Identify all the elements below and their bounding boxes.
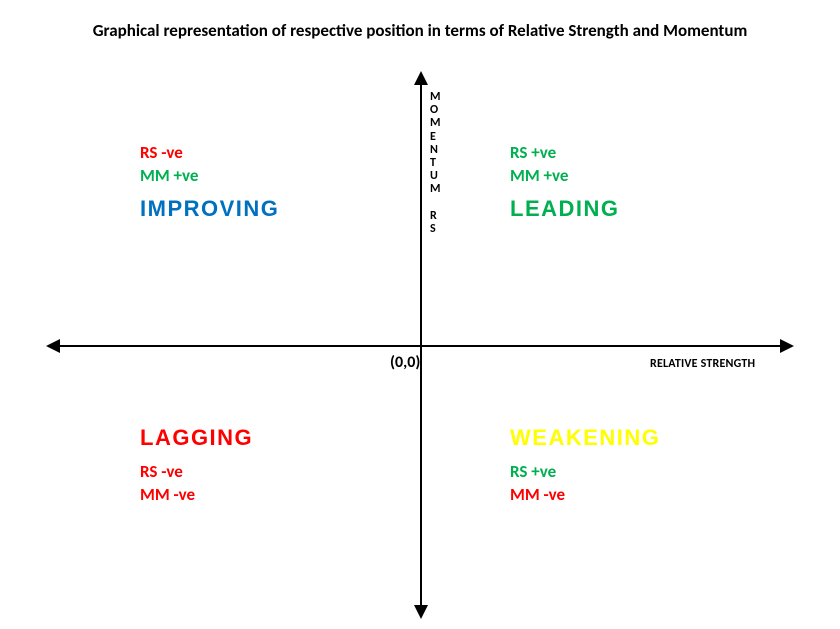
rs-value: RS +ve <box>510 142 740 163</box>
quadrant-top-left: RS -ve MM +ve IMPROVING <box>140 140 370 222</box>
rs-value: RS -ve <box>140 461 370 482</box>
quadrant-top-right: RS +ve MM +ve LEADING <box>510 140 740 222</box>
y-axis-label: MOMENTUM RS <box>430 91 442 236</box>
mm-value: MM +ve <box>510 165 740 186</box>
arrow-left-icon <box>46 339 60 353</box>
quadrant-name: LEADING <box>510 196 740 222</box>
mm-value: MM -ve <box>140 484 370 505</box>
rs-value: RS -ve <box>140 142 370 163</box>
y-axis-line <box>420 85 422 605</box>
quadrant-name: WEAKENING <box>510 425 740 451</box>
quadrant-bottom-right: WEAKENING RS +ve MM -ve <box>510 425 740 507</box>
rs-value: RS +ve <box>510 461 740 482</box>
arrow-up-icon <box>414 71 428 85</box>
quadrant-bottom-left: LAGGING RS -ve MM -ve <box>140 425 370 507</box>
quadrant-name: IMPROVING <box>140 196 370 222</box>
origin-label: (0,0) <box>390 353 420 372</box>
arrow-down-icon <box>414 605 428 619</box>
x-axis-label: RELATIVE STRENGTH <box>650 357 755 371</box>
arrow-right-icon <box>780 339 794 353</box>
mm-value: MM +ve <box>140 165 370 186</box>
quadrant-name: LAGGING <box>140 425 370 451</box>
page-title: Graphical representation of respective p… <box>0 20 840 41</box>
quadrant-chart: (0,0) RELATIVE STRENGTH MOMENTUM RS RS -… <box>60 85 780 605</box>
mm-value: MM -ve <box>510 484 740 505</box>
